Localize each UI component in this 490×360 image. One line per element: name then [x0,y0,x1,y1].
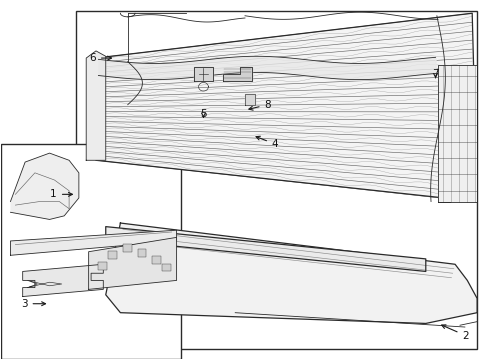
Polygon shape [194,67,213,81]
Polygon shape [89,237,176,289]
Bar [98,262,107,270]
Bar [0,144,181,359]
Bar [123,244,132,252]
Text: 2: 2 [441,325,469,341]
Polygon shape [10,153,79,220]
Text: 6: 6 [89,53,112,63]
Polygon shape [23,264,103,297]
Bar [108,251,117,259]
Bar [76,12,477,348]
Polygon shape [106,223,477,323]
Text: 1: 1 [50,189,73,199]
Bar [152,256,161,264]
Bar [162,264,171,271]
Text: 7: 7 [432,69,439,79]
Bar [138,249,147,257]
Text: 8: 8 [249,100,271,110]
Polygon shape [10,230,176,255]
Text: 4: 4 [256,136,278,149]
Polygon shape [438,65,477,202]
Polygon shape [96,13,477,202]
Polygon shape [106,226,426,271]
Text: 5: 5 [200,109,207,119]
Text: 3: 3 [21,299,46,309]
Polygon shape [86,51,106,160]
Polygon shape [223,67,252,81]
Polygon shape [245,94,255,105]
